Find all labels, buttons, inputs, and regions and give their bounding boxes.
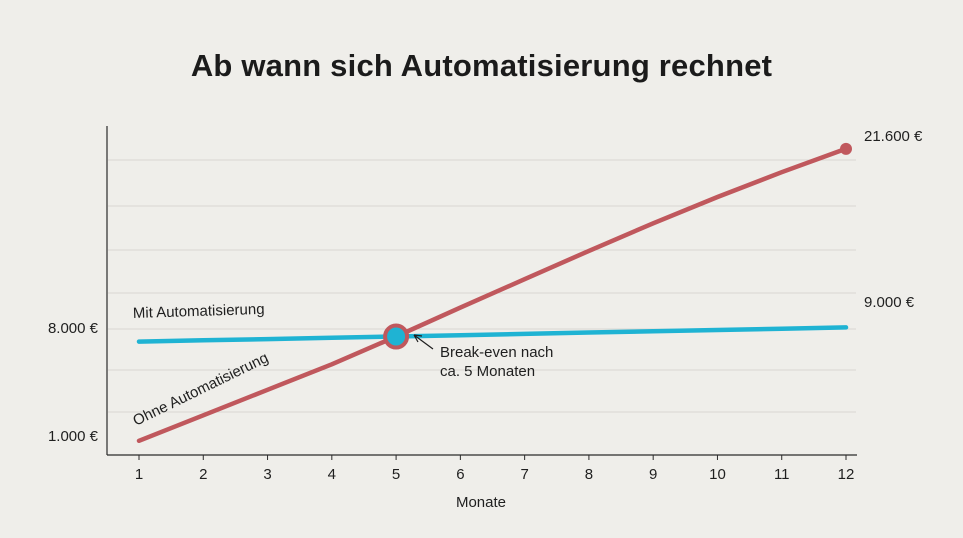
x-tick-label-7: 7 bbox=[520, 466, 528, 483]
x-tick-label-11: 11 bbox=[774, 466, 790, 483]
annotation-arrow bbox=[413, 334, 434, 350]
x-tick-label-5: 5 bbox=[392, 466, 400, 483]
x-tick-label-4: 4 bbox=[328, 466, 336, 483]
x-tick-label-3: 3 bbox=[263, 466, 271, 483]
series-label-mit: Mit Automatisierung bbox=[133, 301, 265, 322]
annotation-line-2: ca. 5 Monaten bbox=[440, 363, 535, 380]
series-end-point-ohne-automatisierung bbox=[840, 142, 852, 155]
x-tick-label-10: 10 bbox=[709, 466, 726, 483]
x-tick-label-1: 1 bbox=[135, 466, 143, 483]
x-tick-label-6: 6 bbox=[456, 466, 464, 483]
x-ticks: 1 2 3 4 5 6 7 8 9 10 11 12 bbox=[135, 455, 855, 483]
x-axis-title: Monate bbox=[456, 494, 506, 511]
break-even-point bbox=[383, 323, 410, 350]
x-tick-label-8: 8 bbox=[585, 466, 593, 483]
series-end-label-ohne: 21.600 € bbox=[864, 128, 923, 145]
chart-title: Ab wann sich Automatisierung rechnet bbox=[190, 48, 773, 83]
grid-lines bbox=[108, 159, 856, 413]
y-tick-label-1000: 1.000 € bbox=[48, 428, 99, 445]
y-tick-label-8000: 8.000 € bbox=[48, 320, 99, 337]
series-line-mit-automatisierung bbox=[136, 325, 849, 344]
annotation-line-1: Break-even nach bbox=[440, 344, 553, 361]
x-tick-label-9: 9 bbox=[649, 466, 657, 483]
x-tick-label-2: 2 bbox=[199, 466, 207, 483]
series-end-label-mit: 9.000 € bbox=[864, 294, 915, 311]
series-line-ohne-automatisierung bbox=[136, 146, 849, 444]
x-tick-label-12: 12 bbox=[838, 466, 855, 483]
